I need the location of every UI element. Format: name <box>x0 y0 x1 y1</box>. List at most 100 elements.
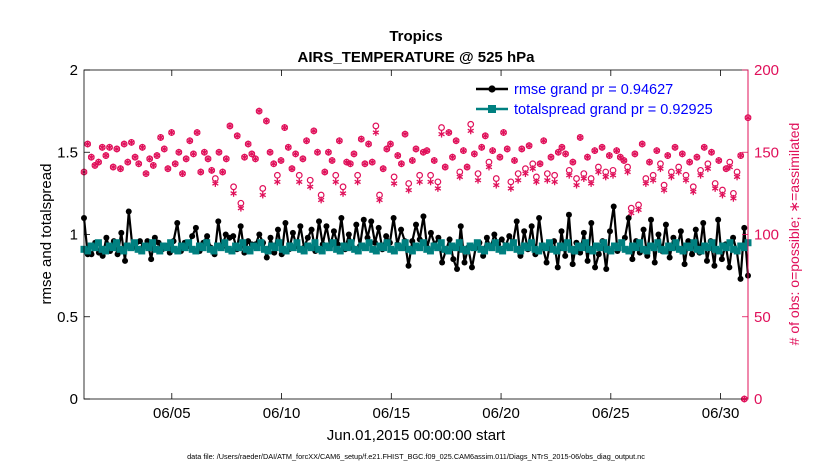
totalspread-point <box>174 247 182 255</box>
obs-assimilated-stroke <box>708 149 715 155</box>
obs-assimilated-point <box>496 153 504 161</box>
obs-assimilated-point <box>463 163 471 171</box>
obs-assimilated-stroke <box>358 136 365 142</box>
obs-assimilated-point <box>627 209 635 217</box>
obs-assimilated-stroke <box>416 179 423 185</box>
obs-assimilated-stroke <box>164 166 172 171</box>
obs-assimilated-point <box>102 152 110 159</box>
obs-assimilated-point <box>332 178 340 186</box>
obs-assimilated-point <box>190 150 197 158</box>
obs-assimilated-point <box>365 140 372 148</box>
totalspread-point <box>740 244 748 252</box>
obs-assimilated-stroke <box>704 166 712 171</box>
obs-assimilated-stroke <box>529 166 537 171</box>
rmse-point <box>610 203 617 210</box>
obs-assimilated-stroke <box>547 154 555 160</box>
obs-assimilated-point <box>281 124 288 131</box>
obs-assimilated-stroke <box>492 182 500 188</box>
obs-assimilated-point <box>591 147 599 155</box>
totalspread-point <box>325 244 333 252</box>
totalspread-point <box>509 239 517 247</box>
obs-assimilated-point <box>201 148 208 156</box>
obs-assimilated-point <box>536 160 544 168</box>
obs-assimilated-stroke <box>565 173 573 178</box>
obs-assimilated-stroke <box>310 128 318 134</box>
totalspread-point <box>470 244 478 252</box>
totalspread-point <box>159 242 167 250</box>
totalspread-point <box>513 245 521 253</box>
totalspread-point <box>102 247 110 255</box>
totalspread-point <box>181 244 189 252</box>
obs-assimilated-point <box>405 186 412 194</box>
rmse-point <box>405 262 412 269</box>
totalspread-point <box>300 247 308 255</box>
totalspread-point <box>127 244 135 252</box>
legend-spread-label: totalspread grand pr = 0.92925 <box>514 102 713 118</box>
totalspread-point <box>336 247 344 255</box>
obs-assimilated-point <box>522 170 529 178</box>
totalspread-point <box>730 245 738 253</box>
obs-assimilated-point <box>569 158 577 166</box>
rmse-point <box>289 229 296 236</box>
totalspread-point <box>163 244 171 252</box>
rmse-point <box>662 221 669 228</box>
obs-possible-point <box>306 176 314 184</box>
rmse-point <box>457 223 464 230</box>
obs-assimilated-stroke <box>383 146 391 152</box>
obs-assimilated-stroke <box>365 141 372 147</box>
obs-assimilated-point <box>285 143 292 151</box>
totalspread-point <box>289 244 297 252</box>
obs-possible-point <box>438 124 445 131</box>
obs-assimilated-point <box>212 180 219 187</box>
obs-assimilated-stroke <box>686 159 693 165</box>
x-tick-label: 06/15 <box>373 405 411 422</box>
y-axis-label-left: rmse and totalspread <box>38 164 55 305</box>
obs-assimilated-point <box>482 132 489 140</box>
obs-assimilated-point <box>507 185 515 192</box>
obs-assimilated-stroke <box>95 159 102 165</box>
obs-assimilated-stroke <box>463 164 471 170</box>
x-tick-label: 06/05 <box>153 405 191 422</box>
obs-assimilated-stroke <box>533 179 540 185</box>
rmse-point <box>304 234 311 241</box>
obs-assimilated-stroke <box>668 174 675 180</box>
obs-assimilated-point <box>430 157 438 164</box>
rmse-point <box>648 216 655 223</box>
totalspread-point <box>556 242 564 250</box>
totalspread-point <box>712 245 720 253</box>
obs-assimilated-point <box>416 178 423 186</box>
obs-assimilated-stroke <box>175 149 183 155</box>
obs-assimilated-stroke <box>719 192 726 198</box>
obs-assimilated-stroke <box>558 145 566 150</box>
y-tick-label-left: 1.5 <box>57 144 78 161</box>
obs-assimilated-point <box>467 127 474 135</box>
obs-assimilated-point <box>649 176 657 184</box>
chart-title: Tropics <box>389 28 442 45</box>
obs-assimilated-point <box>700 143 708 151</box>
obs-assimilated-stroke <box>376 197 383 203</box>
obs-assimilated-point <box>478 143 485 151</box>
rmse-point <box>498 236 505 243</box>
totalspread-point <box>574 242 582 250</box>
obs-assimilated-point <box>91 162 99 169</box>
rmse-point <box>267 234 274 241</box>
totalspread-point <box>506 244 514 252</box>
obs-assimilated-stroke <box>609 173 617 178</box>
obs-assimilated-stroke <box>394 153 402 158</box>
obs-assimilated-point <box>460 147 467 155</box>
obs-assimilated-stroke <box>693 154 701 160</box>
obs-assimilated-point <box>171 160 179 168</box>
obs-assimilated-stroke <box>190 151 197 157</box>
totalspread-point <box>278 245 286 253</box>
rmse-point <box>483 234 490 241</box>
right-axis: 0 50 100 150 200 <box>742 62 779 408</box>
obs-assimilated-stroke <box>339 191 347 196</box>
totalspread-point <box>488 244 496 252</box>
totalspread-point <box>141 242 149 250</box>
obs-assimilated-point <box>215 148 223 156</box>
totalspread-point <box>668 244 676 252</box>
totalspread-point <box>340 242 348 250</box>
obs-assimilated-point <box>98 143 106 151</box>
obs-assimilated-point <box>106 143 113 151</box>
obs-assimilated-stroke <box>117 166 124 171</box>
